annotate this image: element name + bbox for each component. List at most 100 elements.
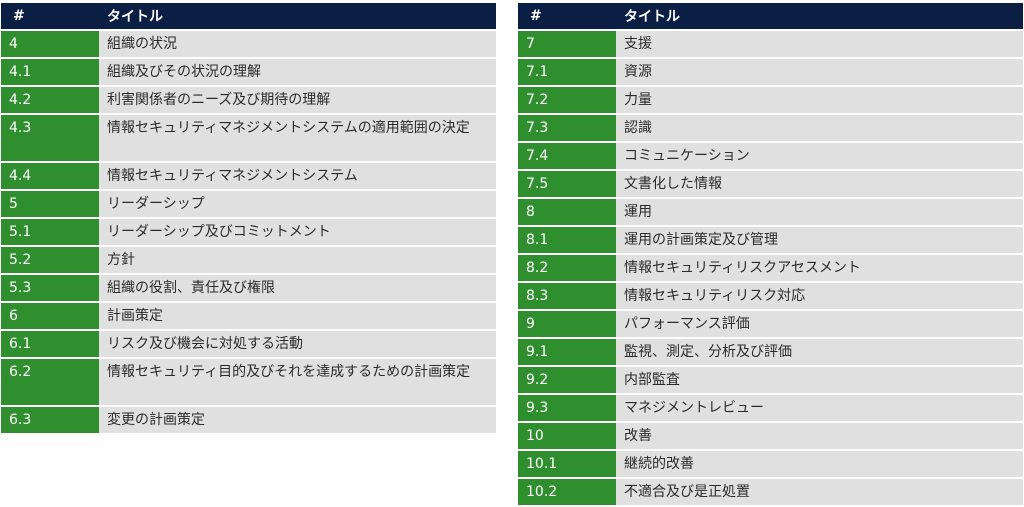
clause-number: 9.2 <box>518 366 616 395</box>
table-header-row: # タイトル <box>518 3 1023 31</box>
table-row: 8.1 運用の計画策定及び管理 <box>518 226 1023 255</box>
table-row: 5 リーダーシップ <box>1 190 496 219</box>
clause-title: 内部監査 <box>616 366 1023 395</box>
clause-title: 組織及びその状況の理解 <box>99 58 496 87</box>
table-row: 4.1 組織及びその状況の理解 <box>1 58 496 87</box>
table-row: 6.2 情報セキュリティ目的及びそれを達成するための計画策定 <box>1 358 496 407</box>
clause-number: 4.4 <box>1 162 99 191</box>
clause-number: 10 <box>518 422 616 451</box>
table-row: 10 改善 <box>518 422 1023 451</box>
table-row: 10.2 不適合及び是正処置 <box>518 478 1023 507</box>
clause-title: 組織の役割、責任及び権限 <box>99 274 496 303</box>
clause-title: 運用の計画策定及び管理 <box>616 226 1023 255</box>
clause-number: 4.1 <box>1 58 99 87</box>
clause-number: 6.1 <box>1 330 99 359</box>
clause-number: 5.3 <box>1 274 99 303</box>
clause-title: リスク及び機会に対処する活動 <box>99 330 496 359</box>
clause-number: 5 <box>1 190 99 219</box>
header-number: # <box>1 3 99 31</box>
clause-title: 支援 <box>616 30 1023 59</box>
header-title: タイトル <box>99 3 496 31</box>
clause-number: 8.1 <box>518 226 616 255</box>
clause-number: 7 <box>518 30 616 59</box>
table-row: 6.3 変更の計画策定 <box>1 406 496 435</box>
table-row: 9.1 監視、測定、分析及び評価 <box>518 338 1023 367</box>
clause-number: 9.1 <box>518 338 616 367</box>
table-row: 7.5 文書化した情報 <box>518 170 1023 199</box>
clause-number: 10.2 <box>518 478 616 507</box>
clause-title: パフォーマンス評価 <box>616 310 1023 339</box>
clause-title: 利害関係者のニーズ及び期待の理解 <box>99 86 496 115</box>
table-row: 7 支援 <box>518 30 1023 59</box>
clause-number: 8.2 <box>518 254 616 283</box>
clause-number: 7.4 <box>518 142 616 171</box>
clause-title: マネジメントレビュー <box>616 394 1023 423</box>
table-row: 8 運用 <box>518 198 1023 227</box>
clause-title: 継続的改善 <box>616 450 1023 479</box>
clause-title: 情報セキュリティマネジメントシステムの適用範囲の決定 <box>99 114 496 163</box>
clause-number: 10.1 <box>518 450 616 479</box>
table-row: 9.3 マネジメントレビュー <box>518 394 1023 423</box>
clause-title: 情報セキュリティマネジメントシステム <box>99 162 496 191</box>
clause-title: 力量 <box>616 86 1023 115</box>
header-title: タイトル <box>616 3 1023 31</box>
table-row: 6.1 リスク及び機会に対処する活動 <box>1 330 496 359</box>
clause-title: 運用 <box>616 198 1023 227</box>
clause-number: 6 <box>1 302 99 331</box>
table-body-left: 4 組織の状況 4.1 組織及びその状況の理解 4.2 利害関係者のニーズ及び期待の理解 4… <box>1 30 496 435</box>
clause-number: 6.3 <box>1 406 99 435</box>
clause-number: 7.2 <box>518 86 616 115</box>
table-body-right: 7 支援 7.1 資源 7.2 力量 7.3 認識 7.4 コミュニケーション 7.5 文書化した情報… <box>518 30 1023 507</box>
clause-number: 7.3 <box>518 114 616 143</box>
clause-title: 文書化した情報 <box>616 170 1023 199</box>
clause-number: 5.1 <box>1 218 99 247</box>
clause-number: 6.2 <box>1 358 99 407</box>
clause-title: 不適合及び是正処置 <box>616 478 1023 507</box>
table-row: 4.3 情報セキュリティマネジメントシステムの適用範囲の決定 <box>1 114 496 163</box>
clause-title: 情報セキュリティリスク対応 <box>616 282 1023 311</box>
clause-number: 4.2 <box>1 86 99 115</box>
table-header-row: # タイトル <box>1 3 496 31</box>
clause-title: 計画策定 <box>99 302 496 331</box>
table-row: 7.1 資源 <box>518 58 1023 87</box>
clause-number: 9 <box>518 310 616 339</box>
table-row: 5.2 方針 <box>1 246 496 275</box>
table-row: 8.3 情報セキュリティリスク対応 <box>518 282 1023 311</box>
table-row: 6 計画策定 <box>1 302 496 331</box>
table-row: 4.2 利害関係者のニーズ及び期待の理解 <box>1 86 496 115</box>
clause-table-right: # タイトル 7 支援 7.1 資源 7.2 力量 7.3 認識 7.4 コミュニケーション 7.5… <box>518 3 1023 507</box>
table-row: 9 パフォーマンス評価 <box>518 310 1023 339</box>
clause-number: 4 <box>1 30 99 59</box>
clause-title: リーダーシップ <box>99 190 496 219</box>
clause-number: 8.3 <box>518 282 616 311</box>
clause-title: 方針 <box>99 246 496 275</box>
clause-number: 5.2 <box>1 246 99 275</box>
clause-title: 情報セキュリティリスクアセスメント <box>616 254 1023 283</box>
table-row: 7.2 力量 <box>518 86 1023 115</box>
clause-title: 改善 <box>616 422 1023 451</box>
clause-number: 4.3 <box>1 114 99 163</box>
clause-title: 監視、測定、分析及び評価 <box>616 338 1023 367</box>
table-row: 8.2 情報セキュリティリスクアセスメント <box>518 254 1023 283</box>
table-row: 10.1 継続的改善 <box>518 450 1023 479</box>
clause-title: 変更の計画策定 <box>99 406 496 435</box>
clause-title: 資源 <box>616 58 1023 87</box>
table-row: 5.1 リーダーシップ及びコミットメント <box>1 218 496 247</box>
clause-number: 8 <box>518 198 616 227</box>
clause-number: 7.5 <box>518 170 616 199</box>
table-row: 5.3 組織の役割、責任及び権限 <box>1 274 496 303</box>
header-number: # <box>518 3 616 31</box>
table-row: 7.3 認識 <box>518 114 1023 143</box>
clause-title: コミュニケーション <box>616 142 1023 171</box>
clause-title: 組織の状況 <box>99 30 496 59</box>
table-row: 4 組織の状況 <box>1 30 496 59</box>
table-row: 7.4 コミュニケーション <box>518 142 1023 171</box>
table-row: 9.2 内部監査 <box>518 366 1023 395</box>
table-row: 4.4 情報セキュリティマネジメントシステム <box>1 162 496 191</box>
clause-number: 7.1 <box>518 58 616 87</box>
clause-title: リーダーシップ及びコミットメント <box>99 218 496 247</box>
clause-number: 9.3 <box>518 394 616 423</box>
clause-table-left: # タイトル 4 組織の状況 4.1 組織及びその状況の理解 4.2 利害関係者のニーズ及… <box>1 3 496 435</box>
clause-title: 認識 <box>616 114 1023 143</box>
clause-title: 情報セキュリティ目的及びそれを達成するための計画策定 <box>99 358 496 407</box>
